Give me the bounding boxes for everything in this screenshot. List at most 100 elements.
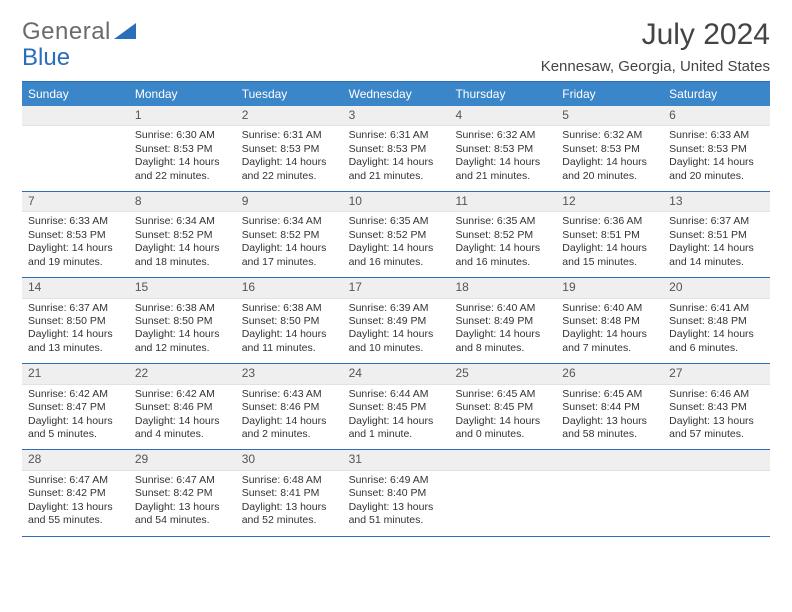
- day-body: Sunrise: 6:34 AMSunset: 8:52 PMDaylight:…: [236, 212, 343, 277]
- sunset-text: Sunset: 8:43 PM: [669, 401, 764, 414]
- day-body: Sunrise: 6:30 AMSunset: 8:53 PMDaylight:…: [129, 126, 236, 191]
- day-cell: 24Sunrise: 6:44 AMSunset: 8:45 PMDayligh…: [343, 364, 450, 449]
- day-body: Sunrise: 6:34 AMSunset: 8:52 PMDaylight:…: [129, 212, 236, 277]
- day-body: Sunrise: 6:39 AMSunset: 8:49 PMDaylight:…: [343, 299, 450, 364]
- day-body: Sunrise: 6:31 AMSunset: 8:53 PMDaylight:…: [343, 126, 450, 191]
- daylight-text: Daylight: 13 hours and 54 minutes.: [135, 501, 230, 528]
- daylight-text: Daylight: 14 hours and 10 minutes.: [349, 328, 444, 355]
- daylight-text: Daylight: 13 hours and 57 minutes.: [669, 415, 764, 442]
- day-cell: 21Sunrise: 6:42 AMSunset: 8:47 PMDayligh…: [22, 364, 129, 449]
- sunset-text: Sunset: 8:45 PM: [455, 401, 550, 414]
- day-body: Sunrise: 6:31 AMSunset: 8:53 PMDaylight:…: [236, 126, 343, 191]
- day-cell: 26Sunrise: 6:45 AMSunset: 8:44 PMDayligh…: [556, 364, 663, 449]
- sunrise-text: Sunrise: 6:45 AM: [562, 388, 657, 401]
- sunrise-text: Sunrise: 6:38 AM: [135, 302, 230, 315]
- daylight-text: Daylight: 14 hours and 21 minutes.: [455, 156, 550, 183]
- day-cell: 1Sunrise: 6:30 AMSunset: 8:53 PMDaylight…: [129, 106, 236, 191]
- brand-part1: General: [22, 18, 111, 46]
- day-body: Sunrise: 6:47 AMSunset: 8:42 PMDaylight:…: [129, 471, 236, 536]
- sunrise-text: Sunrise: 6:47 AM: [135, 474, 230, 487]
- day-cell: 10Sunrise: 6:35 AMSunset: 8:52 PMDayligh…: [343, 192, 450, 277]
- day-cell: 14Sunrise: 6:37 AMSunset: 8:50 PMDayligh…: [22, 278, 129, 363]
- sunset-text: Sunset: 8:52 PM: [455, 229, 550, 242]
- sunset-text: Sunset: 8:53 PM: [349, 143, 444, 156]
- day-cell: 13Sunrise: 6:37 AMSunset: 8:51 PMDayligh…: [663, 192, 770, 277]
- calendar: Sunday Monday Tuesday Wednesday Thursday…: [22, 81, 770, 537]
- sunset-text: Sunset: 8:53 PM: [28, 229, 123, 242]
- sunset-text: Sunset: 8:50 PM: [28, 315, 123, 328]
- day-cell: 23Sunrise: 6:43 AMSunset: 8:46 PMDayligh…: [236, 364, 343, 449]
- day-body: Sunrise: 6:40 AMSunset: 8:48 PMDaylight:…: [556, 299, 663, 364]
- sunrise-text: Sunrise: 6:38 AM: [242, 302, 337, 315]
- sunset-text: Sunset: 8:42 PM: [28, 487, 123, 500]
- day-number: 1: [129, 106, 236, 126]
- daylight-text: Daylight: 13 hours and 55 minutes.: [28, 501, 123, 528]
- day-number: 8: [129, 192, 236, 212]
- day-body: Sunrise: 6:42 AMSunset: 8:46 PMDaylight:…: [129, 385, 236, 450]
- day-number: 15: [129, 278, 236, 298]
- sunset-text: Sunset: 8:51 PM: [669, 229, 764, 242]
- daylight-text: Daylight: 14 hours and 14 minutes.: [669, 242, 764, 269]
- brand-logo: General: [22, 18, 136, 46]
- day-cell: 12Sunrise: 6:36 AMSunset: 8:51 PMDayligh…: [556, 192, 663, 277]
- day-number: 12: [556, 192, 663, 212]
- day-cell: 8Sunrise: 6:34 AMSunset: 8:52 PMDaylight…: [129, 192, 236, 277]
- day-body: Sunrise: 6:38 AMSunset: 8:50 PMDaylight:…: [129, 299, 236, 364]
- sunset-text: Sunset: 8:52 PM: [242, 229, 337, 242]
- day-number: 3: [343, 106, 450, 126]
- dow-saturday: Saturday: [663, 82, 770, 106]
- day-body: Sunrise: 6:32 AMSunset: 8:53 PMDaylight:…: [449, 126, 556, 191]
- day-cell: 31Sunrise: 6:49 AMSunset: 8:40 PMDayligh…: [343, 450, 450, 535]
- triangle-icon: [114, 18, 136, 46]
- daylight-text: Daylight: 14 hours and 13 minutes.: [28, 328, 123, 355]
- day-body: Sunrise: 6:46 AMSunset: 8:43 PMDaylight:…: [663, 385, 770, 450]
- day-cell: 15Sunrise: 6:38 AMSunset: 8:50 PMDayligh…: [129, 278, 236, 363]
- day-number: [663, 450, 770, 470]
- day-body: [22, 126, 129, 188]
- day-number: 16: [236, 278, 343, 298]
- day-number: [22, 106, 129, 126]
- day-number: [556, 450, 663, 470]
- daylight-text: Daylight: 14 hours and 7 minutes.: [562, 328, 657, 355]
- sunset-text: Sunset: 8:46 PM: [135, 401, 230, 414]
- sunset-text: Sunset: 8:50 PM: [135, 315, 230, 328]
- weeks-container: 1Sunrise: 6:30 AMSunset: 8:53 PMDaylight…: [22, 106, 770, 537]
- day-cell: 19Sunrise: 6:40 AMSunset: 8:48 PMDayligh…: [556, 278, 663, 363]
- sunset-text: Sunset: 8:48 PM: [562, 315, 657, 328]
- week-row: 28Sunrise: 6:47 AMSunset: 8:42 PMDayligh…: [22, 450, 770, 536]
- day-number: 17: [343, 278, 450, 298]
- day-cell: [449, 450, 556, 535]
- day-number: 21: [22, 364, 129, 384]
- sunrise-text: Sunrise: 6:30 AM: [135, 129, 230, 142]
- day-body: Sunrise: 6:45 AMSunset: 8:45 PMDaylight:…: [449, 385, 556, 450]
- day-number: 23: [236, 364, 343, 384]
- day-body: Sunrise: 6:41 AMSunset: 8:48 PMDaylight:…: [663, 299, 770, 364]
- sunset-text: Sunset: 8:53 PM: [562, 143, 657, 156]
- day-cell: 6Sunrise: 6:33 AMSunset: 8:53 PMDaylight…: [663, 106, 770, 191]
- daylight-text: Daylight: 14 hours and 12 minutes.: [135, 328, 230, 355]
- day-body: Sunrise: 6:48 AMSunset: 8:41 PMDaylight:…: [236, 471, 343, 536]
- sunrise-text: Sunrise: 6:42 AM: [135, 388, 230, 401]
- day-cell: 7Sunrise: 6:33 AMSunset: 8:53 PMDaylight…: [22, 192, 129, 277]
- dow-sunday: Sunday: [22, 82, 129, 106]
- day-cell: 11Sunrise: 6:35 AMSunset: 8:52 PMDayligh…: [449, 192, 556, 277]
- day-cell: 18Sunrise: 6:40 AMSunset: 8:49 PMDayligh…: [449, 278, 556, 363]
- day-cell: 30Sunrise: 6:48 AMSunset: 8:41 PMDayligh…: [236, 450, 343, 535]
- sunrise-text: Sunrise: 6:33 AM: [669, 129, 764, 142]
- day-number: 6: [663, 106, 770, 126]
- sunrise-text: Sunrise: 6:35 AM: [455, 215, 550, 228]
- week-row: 7Sunrise: 6:33 AMSunset: 8:53 PMDaylight…: [22, 192, 770, 278]
- day-body: Sunrise: 6:45 AMSunset: 8:44 PMDaylight:…: [556, 385, 663, 450]
- sunset-text: Sunset: 8:42 PM: [135, 487, 230, 500]
- dow-row: Sunday Monday Tuesday Wednesday Thursday…: [22, 82, 770, 106]
- day-number: 30: [236, 450, 343, 470]
- day-number: 13: [663, 192, 770, 212]
- sunrise-text: Sunrise: 6:43 AM: [242, 388, 337, 401]
- sunrise-text: Sunrise: 6:49 AM: [349, 474, 444, 487]
- sunrise-text: Sunrise: 6:42 AM: [28, 388, 123, 401]
- day-body: Sunrise: 6:33 AMSunset: 8:53 PMDaylight:…: [22, 212, 129, 277]
- daylight-text: Daylight: 14 hours and 0 minutes.: [455, 415, 550, 442]
- day-cell: 25Sunrise: 6:45 AMSunset: 8:45 PMDayligh…: [449, 364, 556, 449]
- day-number: 19: [556, 278, 663, 298]
- page-title: July 2024: [541, 18, 770, 52]
